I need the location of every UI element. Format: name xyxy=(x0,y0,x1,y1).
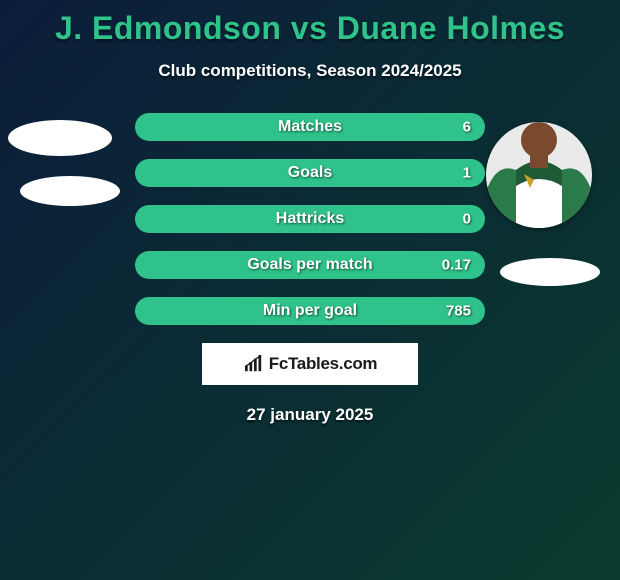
content-wrapper: J. Edmondson vs Duane Holmes Club compet… xyxy=(0,0,620,580)
stat-label: Matches xyxy=(278,118,342,136)
stat-row: Hattricks 0 xyxy=(135,205,485,233)
stat-value-right: 0.17 xyxy=(442,257,471,274)
stat-row: Matches 6 xyxy=(135,113,485,141)
stat-row: Goals per match 0.17 xyxy=(135,251,485,279)
stat-value-right: 785 xyxy=(446,303,471,320)
brand-text: FcTables.com xyxy=(269,354,378,374)
stat-label: Goals per match xyxy=(247,256,372,274)
stat-value-right: 6 xyxy=(463,119,471,136)
stat-value-right: 0 xyxy=(463,211,471,228)
date-line: 27 january 2025 xyxy=(0,405,620,425)
stat-label: Min per goal xyxy=(263,302,357,320)
brand-box: FcTables.com xyxy=(202,343,418,385)
bar-chart-icon xyxy=(243,355,265,373)
stat-label: Goals xyxy=(288,164,332,182)
stats-area: Matches 6 Goals 1 Hattricks 0 Goals per match 0… xyxy=(0,113,620,325)
stat-label: Hattricks xyxy=(276,210,344,228)
stat-value-right: 1 xyxy=(463,165,471,182)
stat-row: Min per goal 785 xyxy=(135,297,485,325)
page-title: J. Edmondson vs Duane Holmes xyxy=(0,0,620,47)
stat-row: Goals 1 xyxy=(135,159,485,187)
subtitle: Club competitions, Season 2024/2025 xyxy=(0,61,620,81)
branding-row: FcTables.com xyxy=(0,343,620,385)
